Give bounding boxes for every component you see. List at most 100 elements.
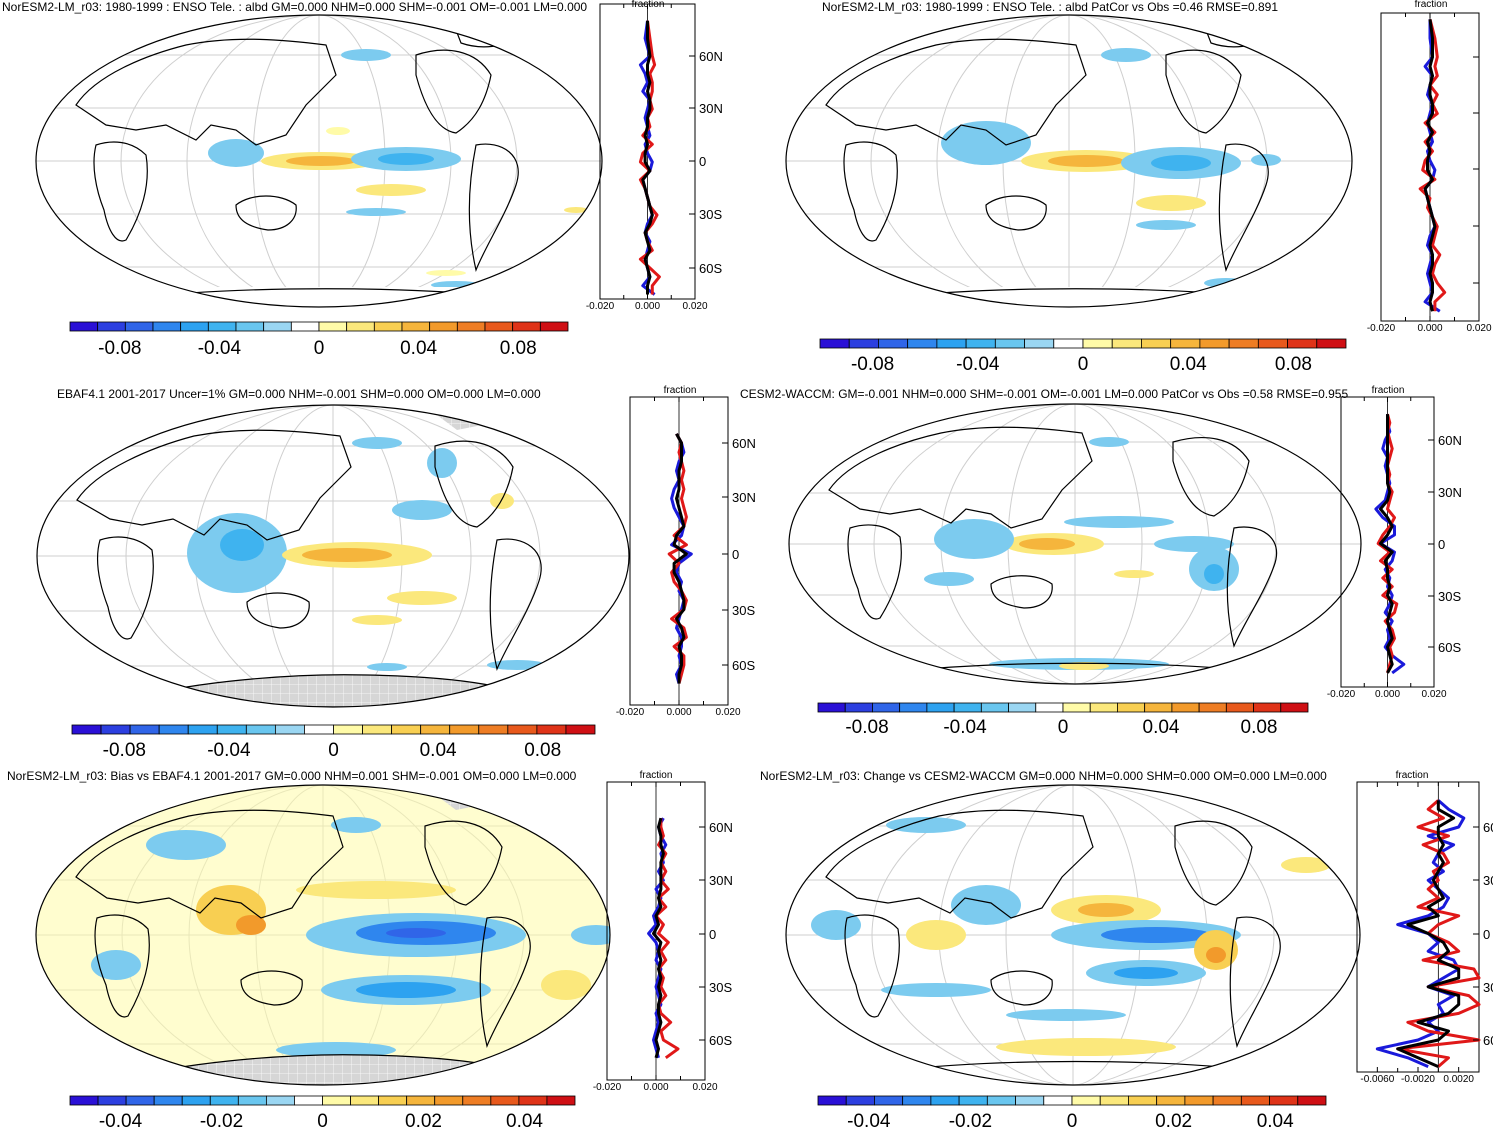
colorbar-swatch	[100, 724, 131, 735]
colorbar-swatch	[125, 1095, 155, 1106]
colorbar-swatch	[406, 1095, 436, 1106]
profile-line-black	[1423, 19, 1437, 312]
colorbar-swatch	[994, 338, 1025, 349]
profile-series	[667, 433, 693, 684]
profile-x-axis: -0.020 0.000 0.020	[616, 397, 741, 718]
profile-x-tick-label: 0.020	[1466, 323, 1491, 334]
colorbar-swatch	[322, 1095, 351, 1106]
colorbar-swatch	[899, 702, 928, 713]
colorbar-tick-label: 0.04	[506, 1111, 543, 1129]
colorbar-swatch	[1043, 1095, 1073, 1106]
colorbar-swatch	[817, 702, 846, 713]
colorbar-swatch	[1253, 702, 1282, 713]
colorbar-swatch	[1212, 1095, 1242, 1106]
colorbar-swatch	[512, 321, 541, 332]
colorbar-swatch	[420, 724, 451, 735]
profile-x-tick-label: -0.0020	[1401, 1074, 1435, 1085]
colorbar-swatch	[456, 321, 486, 332]
profile-lat-tick-label: 0	[1438, 537, 1445, 552]
colorbar-swatch	[350, 1095, 380, 1106]
anomaly-field	[187, 437, 547, 671]
profile-x-tick-label: 0.000	[666, 707, 691, 718]
colorbar-swatch	[245, 724, 276, 735]
profile-lat-tick-label: 0	[699, 154, 706, 169]
profile-x-tick-label: 0.020	[715, 707, 740, 718]
profile-x-tick-label: 0.000	[1417, 323, 1442, 334]
profile-lat-tick-label: 60S	[732, 658, 755, 673]
colorbar-tick-label: -0.08	[851, 354, 894, 375]
colorbar-swatch	[1099, 1095, 1129, 1106]
colorbar: -0.08 -0.04 0 0.04 0.08	[817, 702, 1309, 738]
colorbar-swatch	[434, 1095, 464, 1106]
colorbar-swatch	[844, 702, 873, 713]
colorbar-tick-label: 0	[1078, 354, 1089, 375]
colorbar-swatch	[237, 1095, 267, 1106]
colorbar-swatch	[565, 724, 596, 735]
colorbar-tick-label: 0.08	[500, 338, 537, 359]
profile-series	[647, 817, 680, 1060]
colorbar-swatch	[1225, 702, 1254, 713]
colorbar-tick-label: 0.04	[1170, 354, 1207, 375]
colorbar-swatch	[362, 724, 393, 735]
colorbar: -0.08 -0.04 0 0.04 0.08	[71, 724, 596, 761]
colorbar-swatch	[1062, 702, 1091, 713]
colorbar-tick-label: -0.02	[200, 1111, 243, 1129]
colorbar-swatch	[848, 338, 879, 349]
profile-line-red	[1376, 413, 1399, 674]
colorbar-swatch	[97, 321, 126, 332]
colorbar-tick-label: 0.08	[1241, 717, 1278, 738]
colorbar-swatch	[69, 1095, 99, 1106]
profile-x-tick-label: 0.000	[1375, 689, 1400, 700]
profile: fraction -0.0060 -0.0020 0.0020 60N 30N 0 30S…	[1356, 770, 1493, 1085]
colorbar-tick-label: 0.04	[400, 338, 437, 359]
profile: fraction -0.020 0.000 0.020	[1367, 0, 1492, 334]
colorbar-swatch	[819, 338, 850, 349]
colorbar-tick-label: 0.08	[1275, 354, 1312, 375]
colorbar-swatch	[1228, 338, 1259, 349]
panel-p6: NorESM2-LM_r03: Change vs CESM2-WACCM GM…	[760, 769, 1493, 1129]
profile-x-tick-label: 0.0020	[1443, 1074, 1474, 1085]
colorbar-tick-label: 0.02	[405, 1111, 442, 1129]
colorbar-swatch	[484, 321, 514, 332]
map	[785, 784, 1361, 1086]
profile-lat-tick-label: 30N	[699, 101, 723, 116]
colorbar-tick-label: 0.04	[420, 740, 457, 761]
colorbar: -0.08 -0.04 0 0.04 0.08	[69, 321, 569, 359]
colorbar-swatch	[936, 338, 967, 349]
profile-line-black	[1379, 414, 1394, 674]
coastlines	[825, 809, 1281, 1049]
map	[788, 403, 1362, 685]
profile-lat-tick-label: 30N	[1483, 873, 1493, 888]
colorbar-swatch	[1287, 338, 1318, 349]
colorbar-tick-label: -0.04	[207, 740, 251, 761]
colorbar-swatch	[1184, 1095, 1214, 1106]
colorbar-swatch	[294, 1095, 323, 1106]
profile-x-tick-label: -0.020	[593, 1082, 622, 1093]
coastlines	[828, 426, 1278, 648]
colorbar-swatch	[346, 321, 375, 332]
profile-x-tick-label: -0.020	[586, 301, 615, 312]
colorbar-swatch	[845, 1095, 875, 1106]
colorbar-swatch	[1141, 338, 1172, 349]
profile-label: fraction	[664, 385, 697, 396]
profile-series	[1418, 18, 1447, 313]
colorbar-tick-label: 0.04	[1143, 717, 1180, 738]
profile-x-axis: -0.020 0.000 0.020	[1327, 397, 1447, 700]
profile-x-tick-label: 0.000	[643, 1082, 668, 1093]
colorbar-swatch	[817, 1095, 847, 1106]
colorbar-swatch	[1170, 338, 1201, 349]
colorbar-swatch	[490, 1095, 520, 1106]
colorbar-swatch	[1199, 338, 1230, 349]
colorbar-swatch	[1082, 338, 1113, 349]
colorbar-swatch	[318, 321, 348, 332]
profile-label: fraction	[640, 770, 673, 781]
colorbar-swatch	[153, 1095, 183, 1106]
colorbar-swatch	[958, 1095, 988, 1106]
colorbar-swatch	[462, 1095, 492, 1106]
profile-lat-tick-label: 60N	[1438, 433, 1462, 448]
